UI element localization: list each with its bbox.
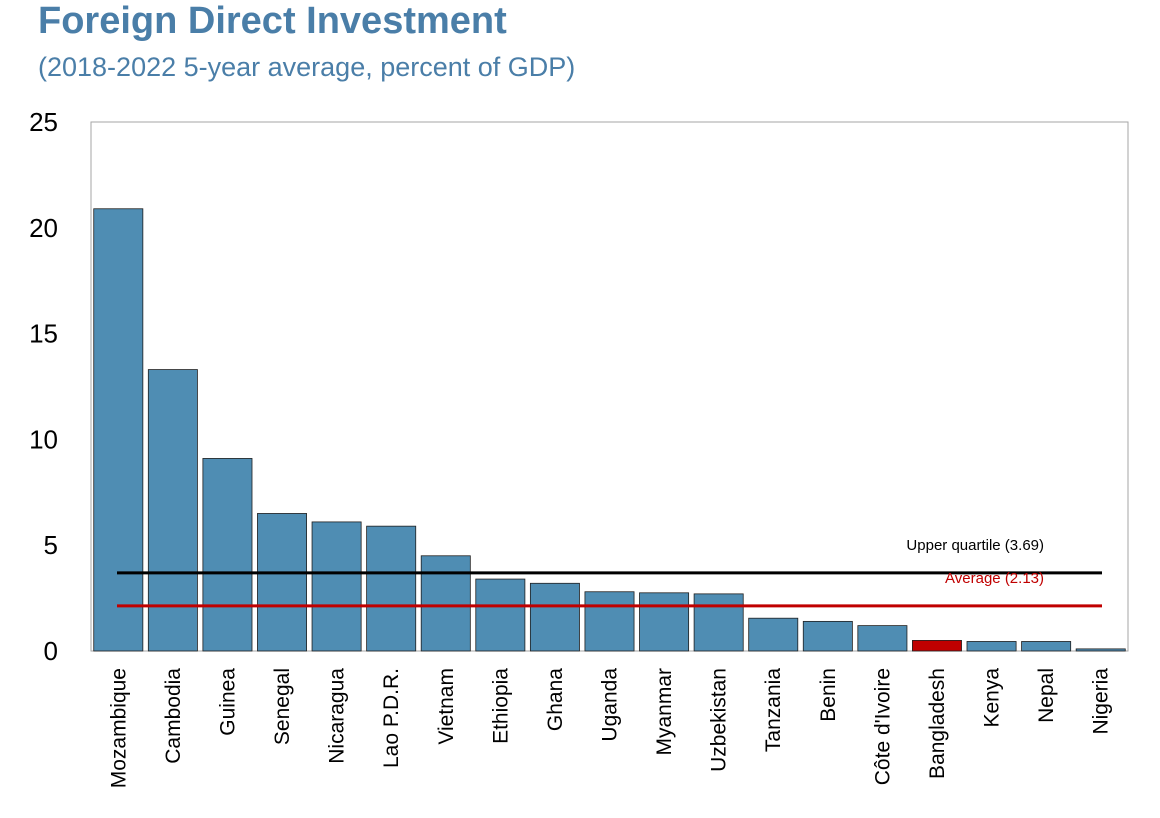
bar-nicaragua — [311, 521, 362, 652]
bar-ghana — [529, 582, 580, 652]
upper-quartile-label: Upper quartile (3.69) — [906, 537, 1044, 554]
bar-guinea — [202, 458, 253, 652]
bar-lao-p-d-r- — [366, 525, 417, 652]
y-tick-label: 0 — [44, 636, 58, 666]
bar-uganda — [584, 591, 635, 652]
x-tick-label: Ghana — [544, 668, 567, 731]
bar-benin — [802, 620, 853, 652]
x-tick-label: Lao P.D.R. — [380, 668, 403, 768]
x-tick-label: Guinea — [216, 668, 239, 736]
x-tick-label: Vietnam — [435, 668, 458, 745]
y-tick-label: 5 — [44, 530, 58, 560]
bar-vietnam — [420, 555, 471, 652]
y-tick-label: 25 — [29, 107, 58, 137]
bar-kenya — [966, 641, 1017, 652]
x-tick-label: Ethiopia — [489, 668, 512, 744]
x-tick-label: Benin — [817, 668, 840, 722]
bar-senegal — [257, 513, 307, 652]
x-tick-label: Tanzania — [762, 668, 785, 752]
x-tick-label: Senegal — [271, 668, 294, 745]
x-tick-label: Nepal — [1035, 668, 1058, 723]
x-tick-label: Bangladesh — [926, 668, 949, 779]
bar-bangladesh — [912, 640, 962, 652]
y-tick-label: 20 — [29, 213, 58, 243]
bar-tanzania — [748, 617, 799, 652]
x-tick-label: Mozambique — [107, 668, 130, 788]
bar-c-te-d-ivoire — [857, 625, 908, 652]
x-tick-label: Cambodia — [162, 668, 185, 764]
x-tick-label: Myanmar — [653, 668, 676, 756]
y-tick-label: 10 — [29, 424, 58, 454]
x-tick-label: Nicaragua — [326, 668, 349, 764]
chart-subtitle: (2018-2022 5-year average, percent of GD… — [38, 52, 576, 82]
x-tick-label: Côte d'Ivoire — [871, 668, 894, 785]
bar-ethiopia — [475, 578, 526, 652]
bar-uzbekistan — [693, 593, 744, 652]
bar-mozambique — [93, 208, 144, 652]
bar-nigeria — [1075, 648, 1126, 652]
x-tick-label: Uzbekistan — [708, 668, 731, 772]
bar-cambodia — [147, 369, 198, 652]
average-label: Average (2.13) — [945, 570, 1044, 587]
chart-title: Foreign Direct Investment — [38, 0, 507, 42]
y-tick-label: 15 — [29, 319, 58, 349]
bar-nepal — [1021, 641, 1072, 652]
bar-myanmar — [639, 592, 690, 652]
x-tick-label: Nigeria — [1090, 668, 1113, 735]
x-tick-label: Kenya — [981, 668, 1004, 728]
x-tick-label: Uganda — [599, 668, 622, 742]
